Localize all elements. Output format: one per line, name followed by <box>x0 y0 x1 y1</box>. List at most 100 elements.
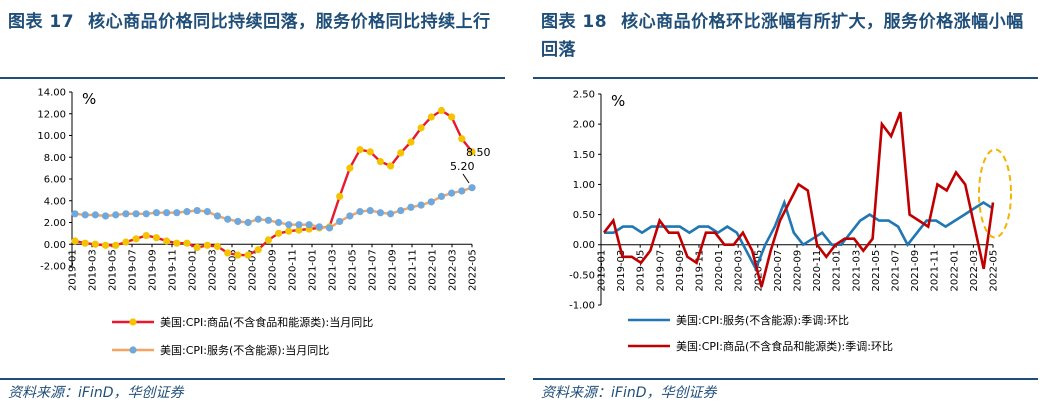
data-point <box>193 206 201 215</box>
figure-17-title: 图表 17 核心商品价格同比持续回落，服务价格同比持续上行 <box>8 8 498 36</box>
data-point <box>427 113 435 121</box>
legend-marker <box>129 318 137 326</box>
unit-label: % <box>82 90 96 108</box>
data-point <box>356 208 364 216</box>
data-point <box>183 239 191 247</box>
x-tick-label: 2020-09 <box>268 249 279 291</box>
data-point <box>407 203 415 211</box>
data-point <box>203 241 211 249</box>
data-point <box>407 138 415 146</box>
data-point <box>448 189 456 197</box>
data-point <box>448 113 456 121</box>
x-tick-label: 2019-11 <box>695 250 706 292</box>
x-tick-label: 2020-05 <box>228 249 239 291</box>
x-tick-label: 2021-01 <box>832 250 843 292</box>
figure-title-text: 核心商品价格环比涨幅有所扩大，服务价格涨幅小幅回落 <box>541 12 1024 60</box>
data-point <box>376 158 384 166</box>
data-point <box>163 237 171 245</box>
data-point <box>183 208 191 216</box>
data-point <box>264 216 273 224</box>
data-point <box>376 209 384 217</box>
legend-marker <box>129 346 137 354</box>
legend-label: 美国:CPI:服务(不含能源):季调:环比 <box>676 313 849 327</box>
data-point <box>336 217 344 226</box>
data-point <box>274 229 283 237</box>
x-tick-label: 2021-11 <box>930 250 941 292</box>
x-tick-label: 2022-03 <box>448 249 459 291</box>
data-point <box>254 215 262 223</box>
data-point <box>468 184 476 192</box>
goods-services-mom-chart: 2.502.001.501.000.500.00-0.50-1.002019-0… <box>569 90 1012 353</box>
data-point <box>285 221 293 229</box>
y-tick-label: 0.00 <box>44 240 66 251</box>
data-point <box>101 212 110 220</box>
x-tick-label: 2022-01 <box>949 250 960 292</box>
y-tick-label: 4.00 <box>44 196 66 207</box>
data-point <box>152 209 161 217</box>
x-tick-label: 2020-11 <box>288 249 299 291</box>
goods-services-yoy-chart: 14.00 12.00 10.00 8.00 6.00 4.00 2.00 0.00 -2.00… <box>37 88 490 358</box>
data-point <box>122 238 130 246</box>
data-point <box>71 210 79 218</box>
x-tick-label: 2021-01 <box>308 249 319 291</box>
x-tick-label: 2019-09 <box>148 249 159 291</box>
source-rule <box>0 378 505 380</box>
data-point <box>397 149 405 157</box>
data-point <box>112 211 120 219</box>
data-point <box>417 124 425 132</box>
data-point <box>142 210 150 218</box>
figure-17-panel: 图表 17 核心商品价格同比持续回落，服务价格同比持续上行 14.00 12.00 1… <box>0 0 510 414</box>
data-point <box>295 221 303 229</box>
data-point <box>386 162 395 170</box>
data-point <box>91 240 99 248</box>
highlight-ellipse <box>978 148 1012 239</box>
data-point <box>386 210 395 218</box>
x-tick-label: 2020-03 <box>734 250 745 292</box>
data-point <box>427 198 435 206</box>
figure-18-title: 图表 18 核心商品价格环比涨幅有所扩大，服务价格涨幅小幅回落 <box>541 8 1031 64</box>
x-tick-label: 2021-09 <box>910 250 921 292</box>
data-point <box>81 239 89 247</box>
data-point <box>142 231 150 240</box>
y-tick-label: -1.00 <box>569 301 595 312</box>
figure-18-panel: 图表 18 核心商品价格环比涨幅有所扩大，服务价格涨幅小幅回落 2.50 2.00 1… <box>533 0 1043 414</box>
y-tick-label: -2.00 <box>40 262 66 273</box>
data-point <box>285 227 293 235</box>
legend-label: 美国:CPI:商品(不含食品和能源类):当月同比 <box>160 315 373 329</box>
data-point <box>234 251 242 259</box>
figure-number: 图表 18 <box>541 12 608 32</box>
annotation-leader <box>462 173 470 184</box>
data-point <box>417 201 425 209</box>
x-tick-label: 2021-11 <box>408 249 419 291</box>
y-tick-label: 2.00 <box>44 218 66 229</box>
data-point <box>244 218 252 227</box>
series-line-2 <box>74 186 473 230</box>
y-tick-label: 2.00 <box>573 120 595 131</box>
data-point <box>132 210 140 218</box>
x-tick-label: 2019-09 <box>675 250 686 292</box>
x-tick-label: 2019-03 <box>88 249 99 291</box>
data-point <box>152 234 161 242</box>
x-tick-label: 2022-01 <box>428 249 439 291</box>
data-point <box>274 218 283 227</box>
x-tick-label: 2020-11 <box>812 250 823 292</box>
series-line-2 <box>602 111 995 288</box>
x-tick-label: 2021-07 <box>891 250 902 292</box>
y-tick-label: 2.50 <box>573 90 595 101</box>
y-tick-label: 1.00 <box>573 180 595 191</box>
data-point <box>163 209 171 217</box>
data-point <box>458 187 466 195</box>
x-tick-label: 2020-07 <box>248 249 259 291</box>
data-point <box>244 251 252 259</box>
data-point <box>81 211 89 219</box>
y-tick-label: 1.50 <box>573 150 595 161</box>
x-tick-label: 2021-09 <box>388 249 399 291</box>
y-tick-label: 12.00 <box>37 109 66 120</box>
y-tick-label: 14.00 <box>37 88 66 99</box>
x-tick-label: 2020-09 <box>793 250 804 292</box>
source-note: 资料来源：iFinD，华创证券 <box>8 385 184 401</box>
y-tick-label: 10.00 <box>37 131 66 142</box>
data-point <box>224 249 232 257</box>
y-tick-label: 0.00 <box>573 240 595 251</box>
y-tick-label: 0.50 <box>573 210 595 221</box>
